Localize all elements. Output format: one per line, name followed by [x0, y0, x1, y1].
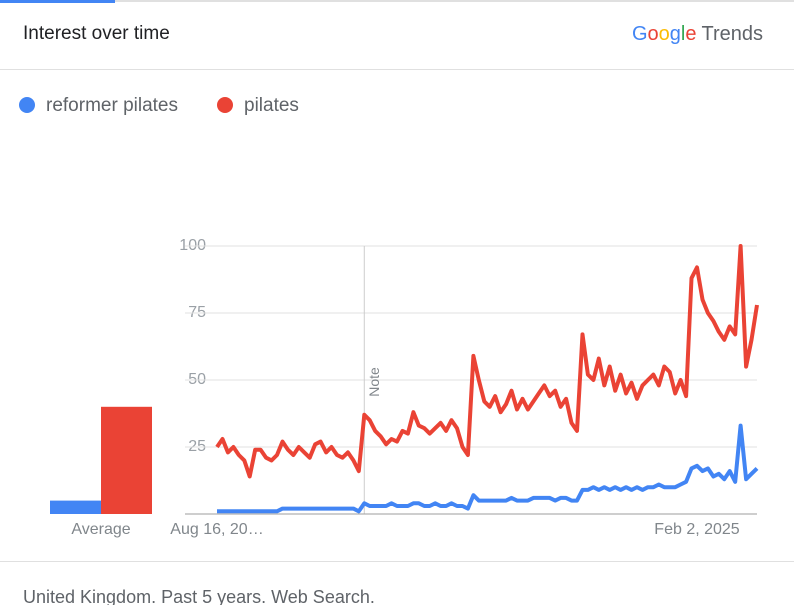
- series-line: [215, 244, 759, 479]
- footer-text: United Kingdom. Past 5 years. Web Search…: [23, 587, 375, 605]
- legend-marker: [19, 97, 35, 113]
- average-bar: [50, 500, 101, 514]
- average-bar: [101, 406, 152, 514]
- logo: Google Trends: [632, 23, 763, 45]
- average-label: Average: [71, 521, 130, 538]
- legend-label: pilates: [244, 95, 299, 116]
- logo-brand: Google: [632, 23, 697, 45]
- progress-bar: [0, 0, 115, 3]
- x-tick-label: Feb 2, 2025: [654, 521, 740, 538]
- legend-marker: [217, 97, 233, 113]
- series-line: [217, 423, 759, 514]
- card-title: Interest over time: [23, 23, 170, 44]
- x-tick-label: Aug 16, 20…: [170, 521, 263, 538]
- progress-track: [0, 0, 794, 2]
- note-label: Note: [366, 367, 382, 397]
- logo-product: Trends: [701, 23, 763, 45]
- legend-label: reformer pilates: [46, 95, 178, 116]
